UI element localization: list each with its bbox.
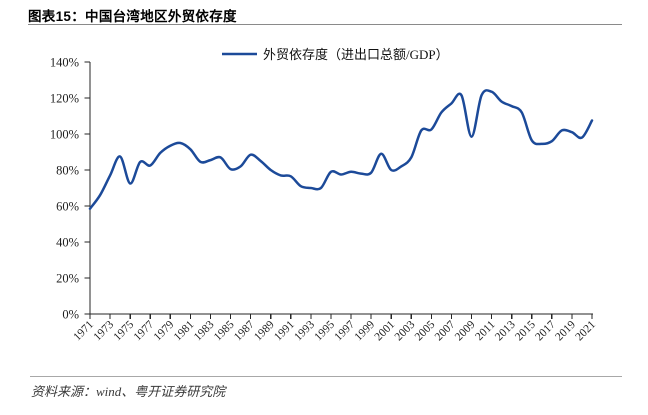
- chart-series: [88, 89, 594, 210]
- x-tick-label: 2017: [533, 318, 558, 343]
- x-tick-label: 2003: [393, 318, 418, 343]
- axis-lines: [89, 62, 593, 315]
- x-tick-label: 1985: [212, 318, 237, 343]
- page-title: 图表15：中国台湾地区外贸依存度: [28, 9, 237, 24]
- x-tick-label: 2019: [553, 318, 578, 343]
- x-tick-label: 1971: [71, 318, 96, 343]
- x-tick-label: 1973: [91, 318, 116, 343]
- x-tick-label: 1989: [252, 318, 277, 343]
- x-tick-label: 2015: [513, 318, 538, 343]
- x-tick-label: 1979: [152, 318, 177, 343]
- y-tick-label: 40%: [56, 236, 79, 250]
- x-tick-label: 1983: [192, 318, 217, 343]
- y-tick-label: 60%: [56, 200, 79, 214]
- chart-axes: [89, 62, 593, 315]
- x-tick-label: 1999: [352, 318, 377, 343]
- x-tick-label: 1975: [112, 318, 137, 343]
- y-tick-label: 120%: [50, 92, 79, 106]
- trade-dependence-line: [88, 89, 594, 210]
- x-tick-label: 1993: [292, 318, 317, 343]
- x-tick-label: 2011: [473, 318, 498, 343]
- footer-divider: [30, 376, 622, 377]
- x-tick-label: 2009: [453, 318, 478, 343]
- x-tick-label: 1997: [332, 318, 357, 343]
- x-tick-label: 1981: [172, 318, 197, 343]
- title-divider: [28, 24, 622, 25]
- x-tick-label: 2005: [413, 318, 438, 343]
- x-tick-label: 2021: [573, 318, 598, 343]
- y-tick-label: 20%: [56, 272, 79, 286]
- y-tick-label: 80%: [56, 164, 79, 178]
- legend-label: 外贸依存度（进出口总额/GDP）: [263, 47, 449, 62]
- y-tick-label: 140%: [50, 56, 79, 70]
- x-tick-label: 1987: [232, 318, 257, 343]
- source-note: 资料来源：wind、粤开证券研究院: [31, 384, 226, 399]
- y-tick-label: 0%: [62, 308, 79, 322]
- y-tick-label: 100%: [50, 128, 79, 142]
- x-tick-label: 2001: [373, 318, 398, 343]
- x-tick-label: 1995: [312, 318, 337, 343]
- chart-ticks: 0%20%40%60%80%100%120%140%19711973197519…: [50, 56, 598, 344]
- x-tick-label: 1977: [132, 318, 157, 343]
- x-tick-label: 1991: [272, 318, 297, 343]
- x-tick-label: 2007: [433, 318, 458, 343]
- x-tick-label: 2013: [493, 318, 518, 343]
